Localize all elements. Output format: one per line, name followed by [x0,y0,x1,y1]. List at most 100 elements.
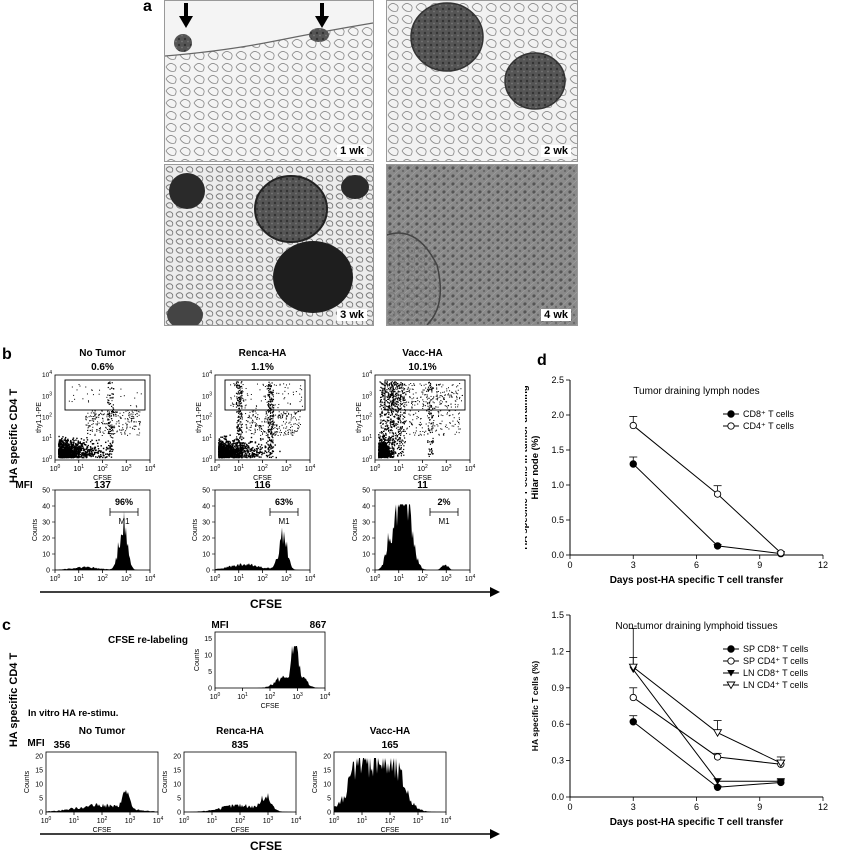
event-dot [399,441,400,442]
event-dot [432,450,433,451]
event-dot [261,400,262,401]
event-dot [111,412,112,413]
event-dot [100,431,101,432]
event-dot [256,449,257,450]
event-dot [268,411,269,412]
event-dot [260,438,261,439]
event-dot [120,416,121,417]
event-dot [252,411,253,412]
event-dot [92,427,93,428]
event-dot [434,402,435,403]
event-dot [381,425,382,426]
event-dot [387,425,388,426]
event-dot [73,444,74,445]
event-dot [444,392,445,393]
event-dot [389,397,390,398]
event-dot [246,431,247,432]
event-dot [274,384,275,385]
event-dot [390,400,391,401]
event-dot [399,433,400,434]
event-dot [100,432,101,433]
event-dot [225,437,226,438]
event-dot [219,446,220,447]
event-dot [88,401,89,402]
event-dot [383,453,384,454]
event-dot [250,455,251,456]
event-dot [394,403,395,404]
event-dot [449,395,450,396]
event-dot [269,437,270,438]
event-dot [133,418,134,419]
event-dot [442,392,443,393]
event-dot [453,384,454,385]
event-dot [300,401,301,402]
event-dot [264,431,265,432]
event-dot [246,424,247,425]
event-dot [291,432,292,433]
event-dot [398,429,399,430]
event-dot [400,401,401,402]
event-dot [239,401,240,402]
event-dot [255,416,256,417]
event-dot [242,398,243,399]
event-dot [107,429,108,430]
exponent: 2 [425,574,428,580]
event-dot [261,429,262,430]
histogram-ytick-label: 0 [46,568,50,575]
event-dot [388,430,389,431]
event-dot [433,401,434,402]
event-dot [251,433,252,434]
event-dot [241,453,242,454]
event-dot [431,426,432,427]
event-dot [437,398,438,399]
event-dot [387,429,388,430]
event-dot [438,412,439,413]
event-dot [385,435,386,436]
event-dot [239,454,240,455]
event-dot [126,428,127,429]
event-dot [262,447,263,448]
event-dot [398,439,399,440]
event-dot [108,400,109,401]
event-dot [458,390,459,391]
event-dot [400,408,401,409]
event-dot [242,455,243,456]
event-dot [382,455,383,456]
histogram-x-tick-label: 103 [281,574,292,583]
event-dot [380,406,381,407]
event-dot [298,428,299,429]
event-dot [230,456,231,457]
event-dot [382,392,383,393]
event-dot [392,386,393,387]
event-dot [218,448,219,449]
event-dot [109,382,110,383]
event-dot [83,457,84,458]
event-dot [111,454,112,455]
event-dot [436,392,437,393]
histogram-xlabel: CFSE [261,703,280,710]
dot-plot-x-tick-label: 102 [417,464,428,473]
event-dot [63,439,64,440]
event-dot [117,431,118,432]
event-dot [388,450,389,451]
event-dot [267,388,268,389]
event-dot [258,444,259,445]
event-dot [266,455,267,456]
event-dot [390,429,391,430]
event-dot [405,402,406,403]
event-dot [398,392,399,393]
event-dot [269,445,270,446]
event-dot [387,386,388,387]
event-dot [241,391,242,392]
dot-plot-ytick: 100 [202,455,212,464]
event-dot [431,428,432,429]
event-dot [445,405,446,406]
event-dot [138,429,139,430]
event-dot [270,423,271,424]
event-dot [393,439,394,440]
event-dot [269,385,270,386]
event-dot [68,447,69,448]
event-dot [105,442,106,443]
event-dot [271,404,272,405]
event-dot [431,396,432,397]
